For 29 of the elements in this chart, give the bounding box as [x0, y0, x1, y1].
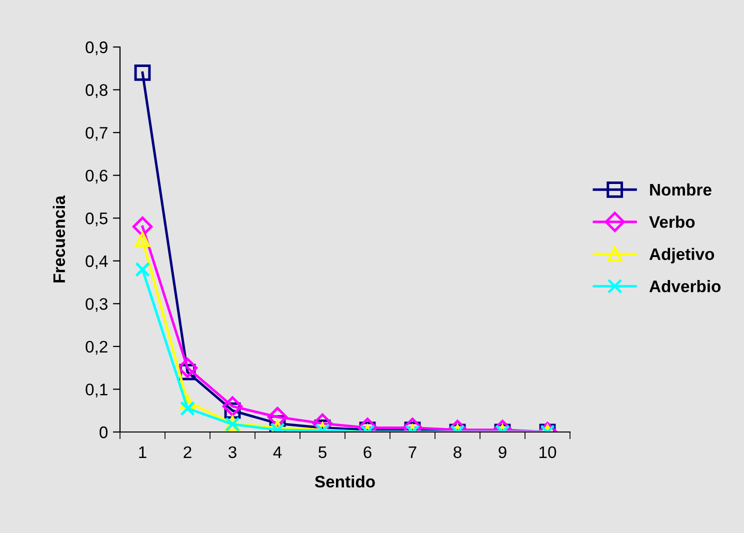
x-axis-title: Sentido	[314, 475, 375, 488]
legend-label: Adverbio	[649, 280, 721, 292]
y-tick-label: 0	[100, 426, 108, 438]
x-tick-label: 5	[318, 446, 326, 458]
legend-label: Verbo	[649, 216, 695, 228]
x-tick-label: 7	[408, 446, 416, 458]
x-tick-label: 1	[139, 446, 146, 458]
x-tick-label: 3	[228, 446, 236, 458]
y-axis-title: Frecuencia	[52, 195, 66, 282]
y-tick-label: 0,4	[86, 255, 108, 270]
legend-label: Nombre	[650, 183, 712, 196]
y-tick-label: 0,6	[86, 170, 108, 184]
x-tick-label: 9	[498, 446, 506, 458]
x-tick-label: 6	[364, 446, 372, 458]
x-tick-label: 2	[184, 446, 192, 458]
legend-label: Adjetivo	[649, 248, 714, 264]
y-tick-label: 0,2	[86, 340, 108, 355]
point	[135, 262, 150, 277]
y-tick-label: 0,9	[86, 41, 108, 56]
y-tick-label: 0,7	[86, 126, 108, 141]
point	[135, 232, 150, 247]
x-tick-label: 8	[454, 446, 462, 458]
x-tick-label: 10	[540, 446, 556, 458]
x-tick-label: 4	[273, 446, 282, 458]
y-tick-label: 0,1	[86, 384, 108, 398]
y-tick-label: 0,5	[86, 212, 108, 226]
y-tick-label: 0,3	[86, 298, 108, 312]
point	[132, 216, 153, 237]
y-tick-label: 0,8	[86, 84, 108, 98]
